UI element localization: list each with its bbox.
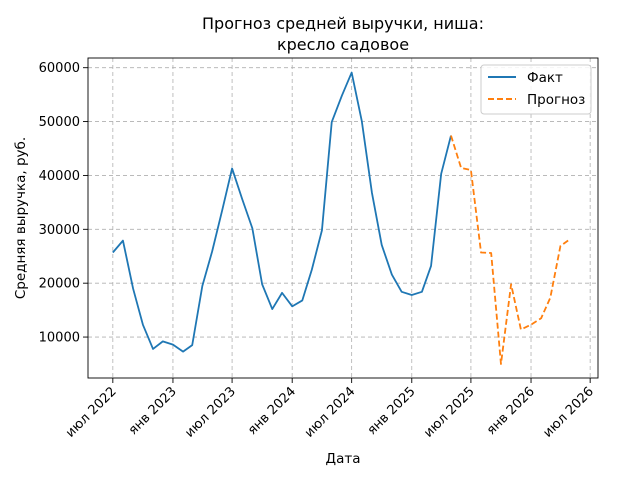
chart-title-line-1: Прогноз средней выручки, ниша: (202, 14, 484, 33)
y-tick-label: 30000 (39, 223, 80, 238)
y-tick-label: 20000 (39, 277, 80, 292)
y-tick-label: 10000 (39, 331, 80, 346)
legend: Факт Прогноз (480, 64, 592, 115)
x-axis-label: Дата (326, 451, 361, 467)
y-axis: 10000 20000 30000 40000 50000 60000 (39, 61, 88, 346)
y-axis-label: Средняя выручка, руб. (13, 137, 29, 299)
y-tick-label: 50000 (39, 115, 80, 130)
legend-label-forecast: Прогноз (527, 92, 585, 108)
y-tick-label: 60000 (39, 61, 80, 76)
plot-frame (87, 57, 599, 379)
legend-label-fact: Факт (527, 70, 563, 86)
series-layer (112, 71, 571, 365)
chart-title-line-2: кресло садовое (277, 35, 409, 54)
y-tick-label: 40000 (39, 169, 80, 184)
